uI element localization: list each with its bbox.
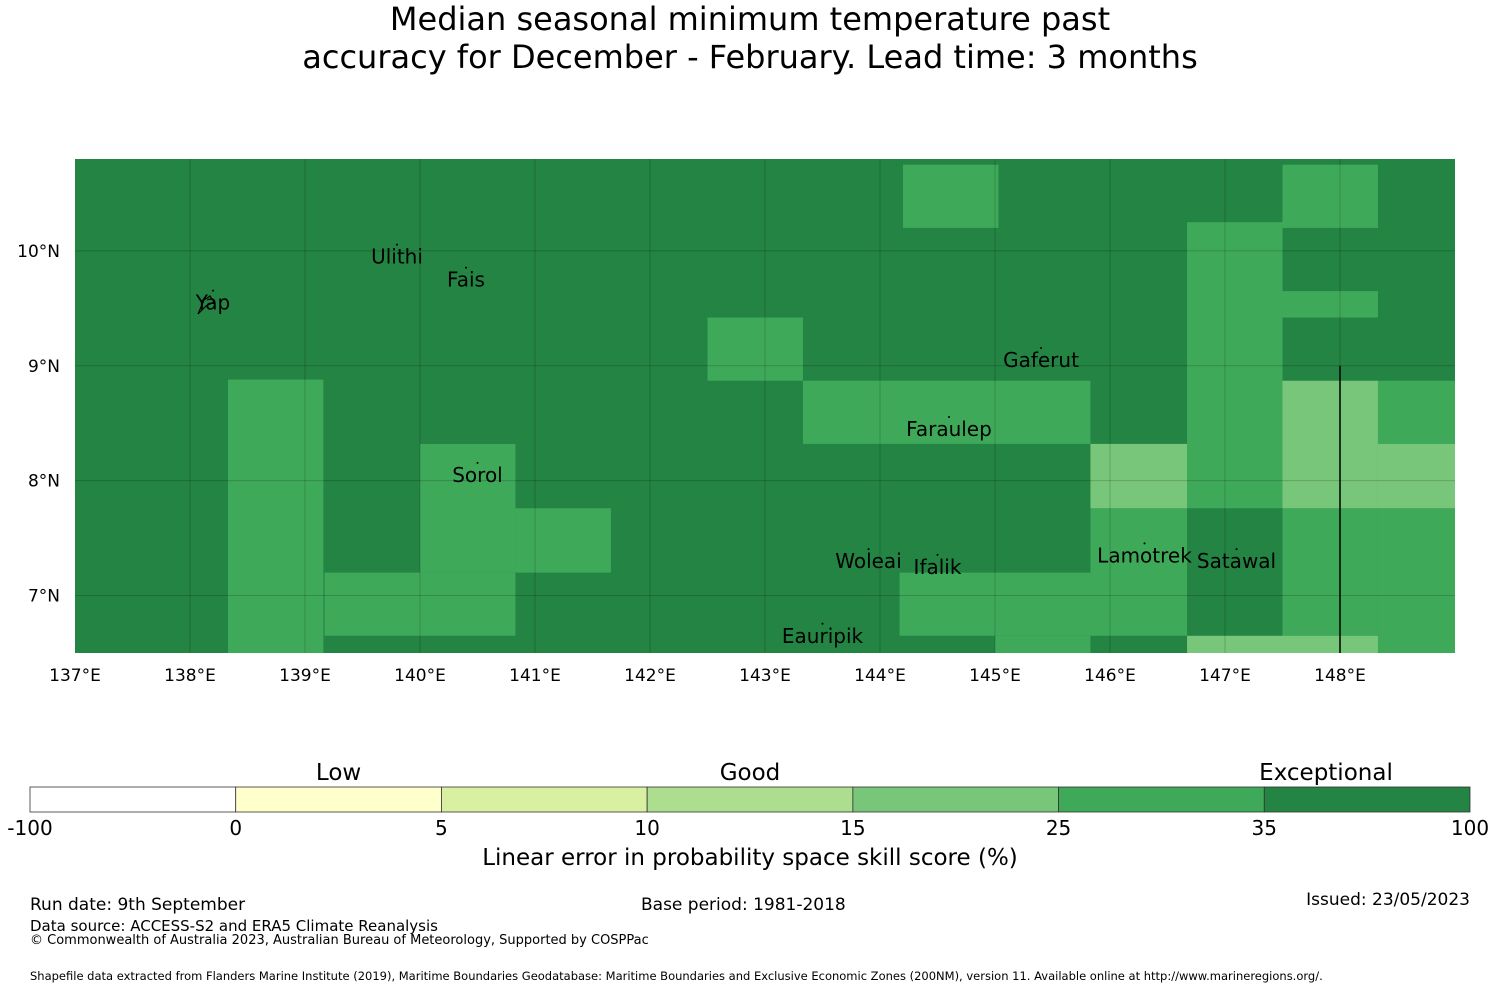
colorbar-tick-label: 35	[1251, 816, 1277, 840]
lon-tick-label: 139°E	[279, 666, 331, 686]
lon-tick-label: 140°E	[394, 666, 446, 686]
island-dot	[465, 266, 467, 269]
island-dot	[396, 243, 398, 246]
base-period: Base period: 1981-2018	[641, 895, 846, 915]
island-dot	[1235, 548, 1238, 551]
place-label: Satawal	[1197, 549, 1276, 573]
place-label: Eauripik	[782, 624, 864, 648]
lon-tick-label: 148°E	[1314, 666, 1366, 686]
place-label: Yap	[195, 291, 230, 315]
colorbar-segment	[441, 786, 648, 813]
island-dot	[867, 548, 870, 551]
lon-tick-label: 144°E	[854, 666, 906, 686]
island-dot	[1143, 542, 1146, 545]
colorbar-tick-label: -100	[7, 816, 53, 840]
lon-tick-label: 146°E	[1084, 666, 1136, 686]
copyright: © Commonwealth of Australia 2023, Austra…	[30, 933, 649, 948]
colorbar-segment	[29, 786, 237, 813]
lat-tick-label: 7°N	[28, 587, 60, 607]
skill-cell	[1282, 508, 1378, 636]
skill-cell	[515, 508, 611, 573]
colorbar-segment	[235, 786, 442, 813]
place-label: Woleai	[835, 549, 902, 573]
skill-cell	[802, 380, 1091, 444]
skill-cell	[1187, 635, 1378, 653]
skill-cell	[227, 379, 324, 653]
place-label: Ifalik	[914, 555, 962, 579]
island-dot	[1040, 347, 1042, 350]
lon-tick-label: 143°E	[739, 666, 791, 686]
lon-tick-label: 142°E	[624, 666, 676, 686]
skill-cell	[1187, 317, 1283, 509]
place-label: Sorol	[452, 463, 503, 487]
shapefile-credit: Shapefile data extracted from Flanders M…	[30, 969, 1323, 983]
lat-tick-label: 9°N	[28, 357, 60, 377]
colorbar-tick-label: 0	[229, 816, 243, 840]
colorbar-tick-label: 100	[1450, 816, 1490, 840]
colorbar-segment	[646, 786, 854, 813]
colorbar-segment	[1263, 786, 1471, 813]
lon-tick-label: 141°E	[509, 666, 561, 686]
skill-cell	[1282, 164, 1378, 228]
skill-cell	[1377, 508, 1455, 653]
skill-cell	[1377, 443, 1455, 509]
colorbar-category-label: Low	[315, 760, 362, 786]
skill-cell	[1090, 508, 1188, 636]
map-area: 137°E 138°E 139°E 140°E 141°E 142°E 143°E 144°E…	[17, 159, 1455, 686]
island-dot	[821, 622, 824, 625]
island-dot	[476, 461, 479, 464]
colorbar-label: Linear error in probability space skill …	[482, 845, 1018, 871]
colorbar-tick-label: 5	[435, 816, 448, 840]
lon-tick-label: 138°E	[164, 666, 216, 686]
title-line-1: Median seasonal minimum temperature past	[389, 0, 1111, 38]
map-title: Median seasonal minimum temperature past…	[0, 0, 1500, 76]
lon-tick-label: 145°E	[969, 666, 1021, 686]
skill-cell	[1282, 291, 1378, 318]
issued-date: Issued: 23/05/2023	[1306, 890, 1470, 910]
colorbar-segment	[1058, 786, 1265, 813]
colorbar-tick-label: 10	[634, 816, 660, 840]
yap-island-outline	[197, 295, 215, 315]
place-label: Fais	[447, 268, 485, 292]
place-label: Lamotrek	[1097, 543, 1192, 567]
colorbar-segment	[852, 786, 1059, 813]
colorbar-tick-label: 25	[1045, 816, 1072, 840]
lat-tick-label: 8°N	[28, 472, 60, 492]
skill-cell	[420, 443, 516, 573]
island-dot	[948, 415, 950, 418]
run-date: Run date: 9th September	[30, 895, 246, 915]
place-label: Gaferut	[1003, 348, 1079, 372]
colorbar-category-label: Exceptional	[1259, 760, 1393, 786]
skill-cell	[1090, 443, 1188, 509]
skill-cell	[707, 317, 803, 381]
island-dot	[936, 553, 939, 556]
colorbar-category-label: Good	[719, 760, 781, 786]
skill-cell	[995, 635, 1091, 653]
title-line-2: accuracy for December - February. Lead t…	[302, 38, 1198, 76]
skill-cell	[903, 164, 999, 228]
data-source: Data source: ACCESS-S2 and ERA5 Climate …	[30, 917, 438, 935]
skill-cell	[324, 572, 516, 636]
lat-tick-label: 10°N	[17, 242, 60, 262]
colorbar-tick-label: 15	[840, 816, 866, 840]
skill-cell	[1282, 380, 1378, 509]
place-label: Faraulep	[906, 417, 992, 441]
place-label: Ulithi	[371, 245, 423, 269]
lon-tick-label: 147°E	[1199, 666, 1251, 686]
skill-cell	[1377, 380, 1455, 444]
skill-cell	[899, 572, 1091, 636]
colorbar	[29, 786, 1471, 813]
lon-tick-label: 137°E	[49, 666, 101, 686]
island-dot	[212, 289, 214, 292]
skill-cell	[1187, 222, 1283, 318]
